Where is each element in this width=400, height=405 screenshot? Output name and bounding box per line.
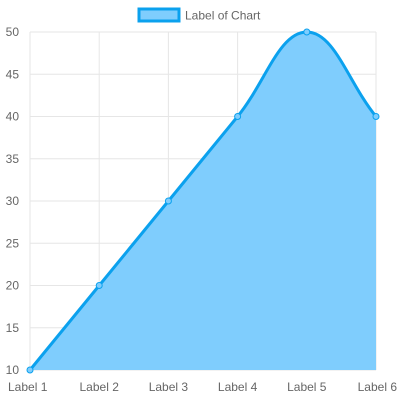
x-axis-ticks: Label 1 Label 2 Label 3 Label 4 Label 5 Label…: [8, 380, 397, 394]
x-tick-label-3: Label 4: [218, 380, 258, 394]
y-tick-label-6: 40: [6, 110, 20, 124]
x-tick-label-4: Label 5: [287, 380, 327, 394]
x-tick-label-5: Label 6: [358, 380, 398, 394]
y-tick-label-0: 10: [6, 363, 20, 377]
y-tick-label-5: 35: [6, 152, 20, 166]
y-tick-label-4: 30: [6, 194, 20, 208]
legend-label[interactable]: Label of Chart: [185, 9, 261, 23]
data-point-2[interactable]: [164, 197, 172, 205]
legend[interactable]: Label of Chart: [137, 7, 261, 23]
data-points: [26, 28, 380, 374]
y-tick-label-1: 15: [6, 321, 20, 335]
y-tick-label-3: 25: [6, 236, 20, 250]
x-tick-label-1: Label 2: [80, 380, 120, 394]
y-tick-label-7: 45: [6, 67, 20, 81]
data-point-3[interactable]: [234, 113, 242, 120]
y-tick-label-8: 50: [6, 25, 20, 39]
data-point-0[interactable]: [26, 366, 34, 374]
y-axis-ticks: 10 15 20 25 30 35 40 45 50: [6, 25, 20, 377]
x-tick-label-0: Label 1: [8, 380, 48, 394]
data-point-1[interactable]: [95, 282, 103, 289]
series-area: [28, 30, 378, 371]
legend-swatch[interactable]: [137, 7, 181, 23]
y-tick-label-2: 20: [6, 279, 20, 293]
data-point-4[interactable]: [303, 28, 311, 36]
series-line: [28, 30, 378, 371]
data-point-5[interactable]: [372, 113, 380, 120]
series-area-fill: [30, 32, 376, 370]
x-tick-label-2: Label 3: [149, 380, 189, 394]
